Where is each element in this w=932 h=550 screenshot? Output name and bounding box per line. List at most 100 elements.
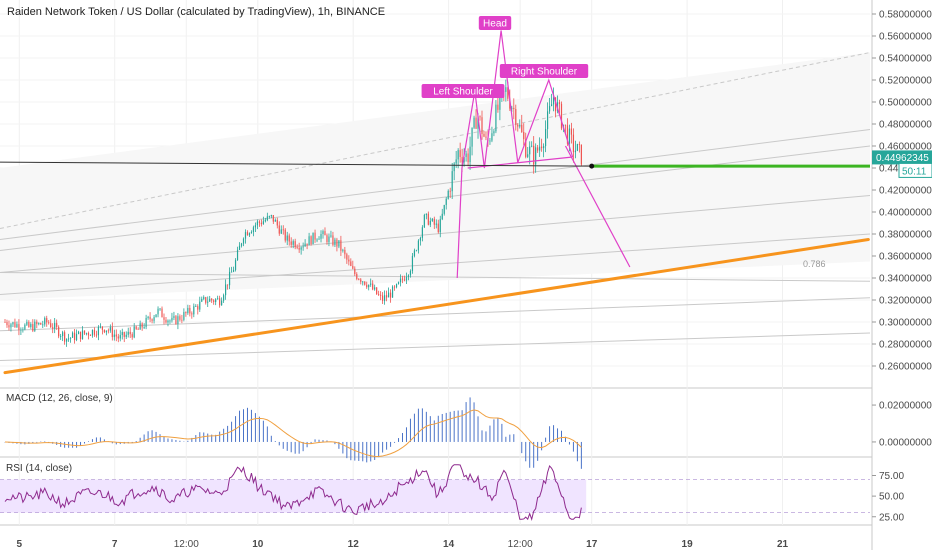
candle-body: [543, 146, 545, 149]
candle-body: [225, 284, 227, 296]
candle-body: [272, 215, 274, 222]
time-tick-label: 12: [348, 539, 360, 550]
price-tick-label: 0.46000000: [879, 142, 932, 153]
price-tick-label: 0.42000000: [879, 186, 932, 197]
channel-line: [0, 297, 871, 332]
candle-body: [535, 147, 537, 165]
candle-body: [157, 308, 159, 315]
candle-body: [431, 218, 433, 221]
candle-body: [207, 301, 209, 303]
candle-body: [481, 117, 483, 134]
time-tick-label: 7: [112, 539, 118, 550]
current-price-tag: [872, 150, 932, 165]
candle-body: [515, 109, 517, 125]
candle-body: [77, 331, 80, 335]
candle-body: [550, 104, 553, 107]
candle-body: [395, 283, 398, 288]
candle-body: [286, 235, 288, 241]
candle-body: [525, 139, 527, 157]
candle-body: [215, 299, 217, 303]
candle-body: [511, 107, 513, 109]
candle-body: [415, 250, 418, 252]
candle-body: [137, 328, 139, 330]
support-line: [3, 238, 870, 375]
candle-body: [161, 308, 163, 318]
candle-body: [258, 221, 260, 223]
candle-body: [362, 281, 364, 283]
time-tick-label: 10: [252, 539, 264, 550]
candle-body: [87, 333, 90, 336]
candle-body: [230, 271, 233, 273]
candle-body: [8, 325, 10, 328]
candle-body: [429, 220, 431, 225]
candle-body: [350, 261, 352, 266]
candle-body: [54, 322, 56, 329]
candle-body: [60, 336, 62, 337]
candle-body: [399, 278, 402, 283]
candle-body: [145, 317, 147, 328]
candle-body: [169, 320, 171, 322]
current-price-value: 0.44962345: [876, 153, 929, 164]
candle-body: [403, 279, 406, 281]
price-tick-label: 0.48000000: [879, 120, 932, 131]
channel-line: [0, 233, 871, 295]
support-trendline[interactable]: [3, 238, 870, 375]
candle-body: [276, 220, 278, 226]
candle-body: [217, 298, 219, 300]
rsi-tick-label: 75.00: [879, 471, 904, 482]
candle-body: [199, 301, 201, 310]
candle-body: [346, 254, 348, 260]
candle-body: [334, 239, 336, 245]
candle-body: [236, 249, 239, 261]
candle-body: [165, 319, 167, 323]
candle-body: [467, 153, 469, 163]
candle-body: [4, 322, 6, 323]
chart-title: Raiden Network Token / US Dollar (calcul…: [7, 6, 385, 18]
candle-body: [266, 216, 268, 221]
candle-body: [171, 317, 173, 321]
candle-body: [187, 307, 189, 314]
candle-body: [264, 220, 266, 222]
candle-body: [423, 214, 425, 228]
candle-body: [298, 247, 300, 250]
candle-body: [348, 259, 350, 262]
channel-line: [0, 195, 871, 273]
candle-body: [366, 284, 368, 288]
candle-body: [296, 247, 298, 248]
candle-body: [519, 124, 521, 127]
candle-body: [209, 298, 211, 302]
price-tick-label: 0.58000000: [879, 10, 932, 21]
candle-body: [531, 145, 533, 147]
candle-body: [129, 331, 131, 335]
candle-body: [189, 307, 191, 314]
candle-body: [24, 324, 26, 330]
candle-body: [356, 274, 358, 279]
head-and-shoulders-pattern[interactable]: Left Shoulder Head Right Shoulder: [0, 16, 870, 279]
candle-body: [30, 324, 32, 328]
macd-tick-label: 0.00000000: [879, 437, 932, 448]
candle-body: [68, 338, 70, 340]
candle-body: [409, 271, 412, 276]
candle-body: [437, 223, 439, 233]
candle-body: [12, 322, 14, 325]
candle-body: [282, 229, 284, 231]
candle-body: [79, 331, 82, 340]
price-tick-label: 0.56000000: [879, 32, 932, 43]
candle-body: [376, 287, 378, 295]
candle-body: [28, 321, 30, 328]
candle-body: [155, 314, 157, 318]
candle-body: [228, 271, 231, 286]
candle-body: [56, 322, 58, 327]
candle-body: [151, 319, 153, 321]
candle-body: [441, 213, 443, 220]
time-tick-label: 17: [586, 539, 598, 550]
candle-body: [344, 249, 346, 255]
pattern-neckline: [467, 156, 573, 169]
candle-body: [447, 190, 449, 199]
candle-body: [459, 150, 461, 158]
candle-body: [141, 323, 143, 328]
candle-body: [572, 134, 575, 153]
candle-body: [308, 236, 310, 246]
candle-body: [485, 136, 487, 138]
